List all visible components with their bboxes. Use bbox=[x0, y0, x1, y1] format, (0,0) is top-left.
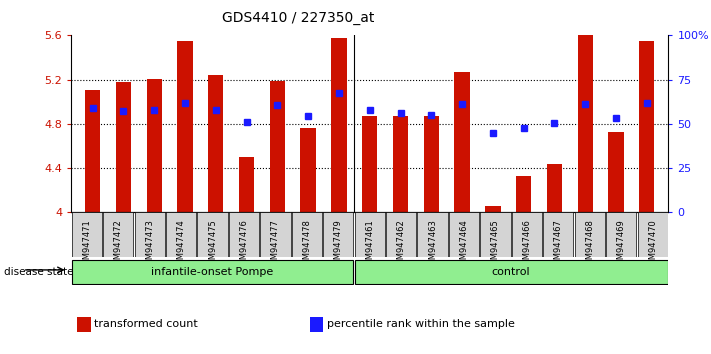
Bar bbox=[229, 212, 259, 257]
Bar bbox=[269, 81, 285, 212]
Text: GSM947475: GSM947475 bbox=[208, 219, 217, 270]
Bar bbox=[77, 317, 91, 332]
Text: disease state: disease state bbox=[4, 267, 73, 277]
Bar bbox=[454, 72, 470, 212]
Bar bbox=[609, 132, 624, 212]
Text: GSM947473: GSM947473 bbox=[145, 219, 154, 270]
Text: infantile-onset Pompe: infantile-onset Pompe bbox=[151, 267, 274, 277]
Text: percentile rank within the sample: percentile rank within the sample bbox=[326, 319, 515, 330]
Text: control: control bbox=[492, 267, 530, 277]
Bar bbox=[260, 212, 291, 257]
Bar bbox=[417, 212, 448, 257]
Bar bbox=[362, 116, 378, 212]
Bar bbox=[301, 129, 316, 212]
Bar bbox=[72, 212, 102, 257]
Bar bbox=[309, 317, 323, 332]
Bar bbox=[208, 75, 223, 212]
Text: GSM947464: GSM947464 bbox=[459, 219, 469, 270]
Bar bbox=[355, 260, 668, 284]
Text: GSM947465: GSM947465 bbox=[491, 219, 500, 270]
Bar bbox=[355, 212, 385, 257]
Text: GSM947469: GSM947469 bbox=[616, 219, 626, 270]
Text: GDS4410 / 227350_at: GDS4410 / 227350_at bbox=[223, 11, 375, 25]
Text: GSM947462: GSM947462 bbox=[397, 219, 406, 270]
Bar bbox=[239, 157, 255, 212]
Text: GSM947461: GSM947461 bbox=[365, 219, 374, 270]
Text: GSM947467: GSM947467 bbox=[554, 219, 563, 270]
Bar bbox=[512, 212, 542, 257]
Bar bbox=[606, 212, 636, 257]
Bar bbox=[292, 212, 322, 257]
Bar bbox=[639, 41, 655, 212]
Bar bbox=[177, 41, 193, 212]
Bar bbox=[577, 31, 593, 212]
Bar bbox=[72, 260, 353, 284]
Text: GSM947466: GSM947466 bbox=[523, 219, 531, 270]
Text: GSM947468: GSM947468 bbox=[585, 219, 594, 270]
Text: transformed count: transformed count bbox=[95, 319, 198, 330]
Text: GSM947470: GSM947470 bbox=[648, 219, 657, 270]
Text: GSM947479: GSM947479 bbox=[333, 219, 343, 270]
Bar bbox=[449, 212, 479, 257]
Bar bbox=[392, 116, 408, 212]
Bar bbox=[543, 212, 573, 257]
Bar bbox=[481, 212, 510, 257]
Bar bbox=[85, 90, 100, 212]
Bar bbox=[386, 212, 416, 257]
Bar bbox=[424, 116, 439, 212]
Bar bbox=[198, 212, 228, 257]
Bar bbox=[166, 212, 196, 257]
Bar bbox=[638, 212, 668, 257]
Bar bbox=[516, 176, 531, 212]
Bar bbox=[146, 79, 162, 212]
Bar bbox=[103, 212, 134, 257]
Text: GSM947477: GSM947477 bbox=[271, 219, 280, 270]
Bar bbox=[324, 212, 353, 257]
Bar bbox=[116, 82, 131, 212]
Text: GSM947472: GSM947472 bbox=[114, 219, 123, 270]
Text: GSM947478: GSM947478 bbox=[302, 219, 311, 270]
Bar bbox=[331, 38, 347, 212]
Text: GSM947463: GSM947463 bbox=[428, 219, 437, 270]
Bar bbox=[547, 164, 562, 212]
Bar bbox=[574, 212, 605, 257]
Text: GSM947474: GSM947474 bbox=[176, 219, 186, 270]
Bar bbox=[485, 206, 501, 212]
Text: GSM947471: GSM947471 bbox=[82, 219, 91, 270]
Bar bbox=[134, 212, 165, 257]
Text: GSM947476: GSM947476 bbox=[240, 219, 248, 270]
